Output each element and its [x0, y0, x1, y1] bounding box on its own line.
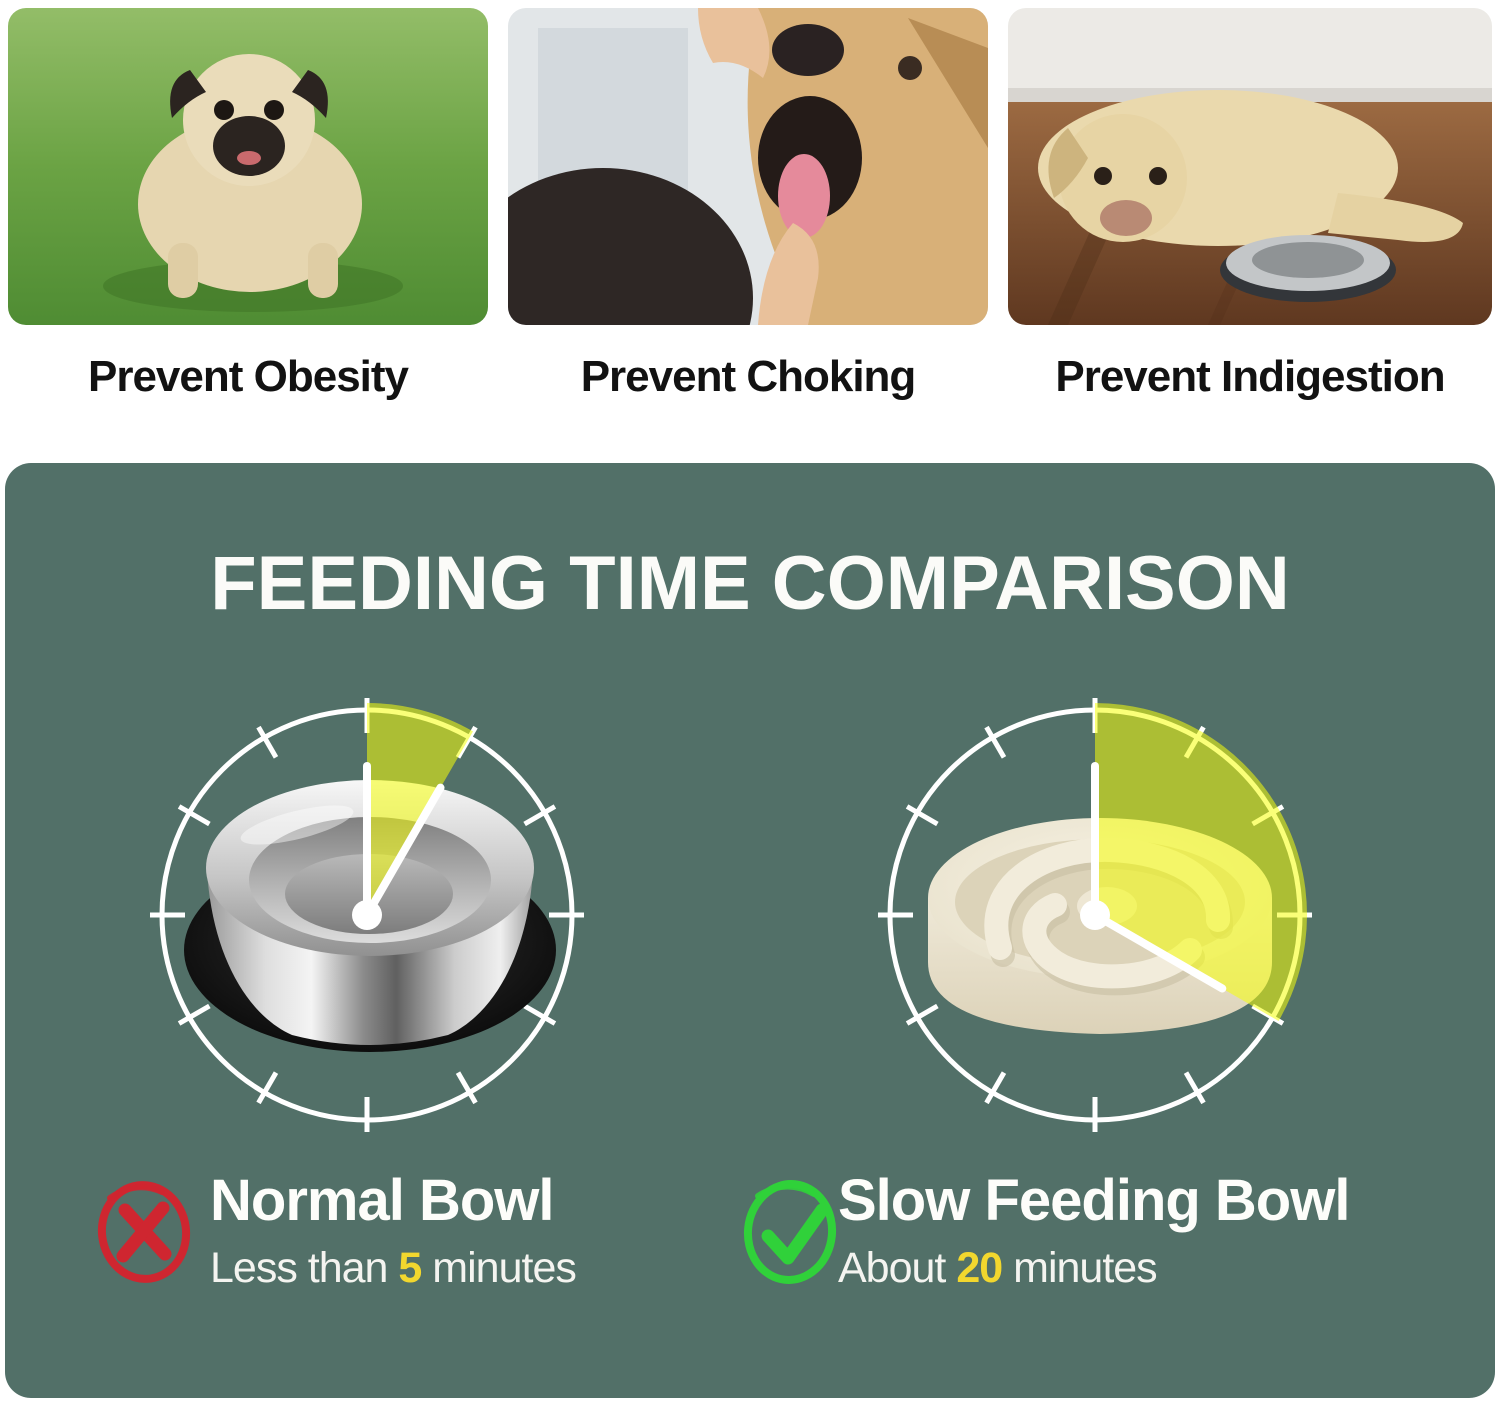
time-value: 20: [956, 1244, 1003, 1292]
pug-on-grass-illustration: [8, 8, 488, 325]
time-prefix: About: [838, 1244, 957, 1292]
normal-bowl-label: Normal Bowl: [210, 1168, 554, 1233]
time-prefix: Less than: [210, 1244, 399, 1292]
dog-mouth-check-illustration: [508, 8, 988, 325]
slow-feeding-bowl-time: About 20 minutes: [838, 1242, 1349, 1294]
time-suffix: minutes: [1002, 1244, 1158, 1292]
normal-bowl-result: Normal Bowl Less than 5 minutes: [210, 1168, 577, 1294]
caption-prevent-obesity: Prevent Obesity: [87, 352, 409, 401]
stainless-steel-bowl-illustration: [184, 780, 556, 1052]
clock-hands: [1091, 762, 1227, 993]
caption-prevent-indigestion: Prevent Indigestion: [1055, 352, 1445, 401]
panel-title: FEEDING TIME COMPARISON: [210, 541, 1290, 626]
clock-center-dot: [1080, 900, 1110, 930]
clock-center-dot: [352, 900, 382, 930]
photo-mouth-check: [508, 8, 988, 325]
slow-feeding-bowl-result: Slow Feeding Bowl About 20 minutes: [838, 1168, 1350, 1294]
caption-prevent-choking: Prevent Choking: [580, 352, 917, 401]
photo-overweight-pug: [8, 8, 488, 325]
clock-hands: [363, 762, 445, 919]
normal-bowl-clock: [150, 698, 584, 1132]
photo-sad-labrador: [1008, 8, 1492, 325]
time-value: 5: [398, 1244, 422, 1292]
labrador-and-bowl-illustration: [1008, 8, 1492, 325]
check-circle-icon: [743, 1180, 837, 1284]
slow-feeding-bowl-label: Slow Feeding Bowl: [838, 1168, 1350, 1233]
cross-circle-icon: [97, 1181, 191, 1283]
slow-feeding-bowl-clock: [878, 698, 1312, 1132]
normal-bowl-time: Less than 5 minutes: [210, 1242, 577, 1294]
time-suffix: minutes: [421, 1244, 577, 1292]
